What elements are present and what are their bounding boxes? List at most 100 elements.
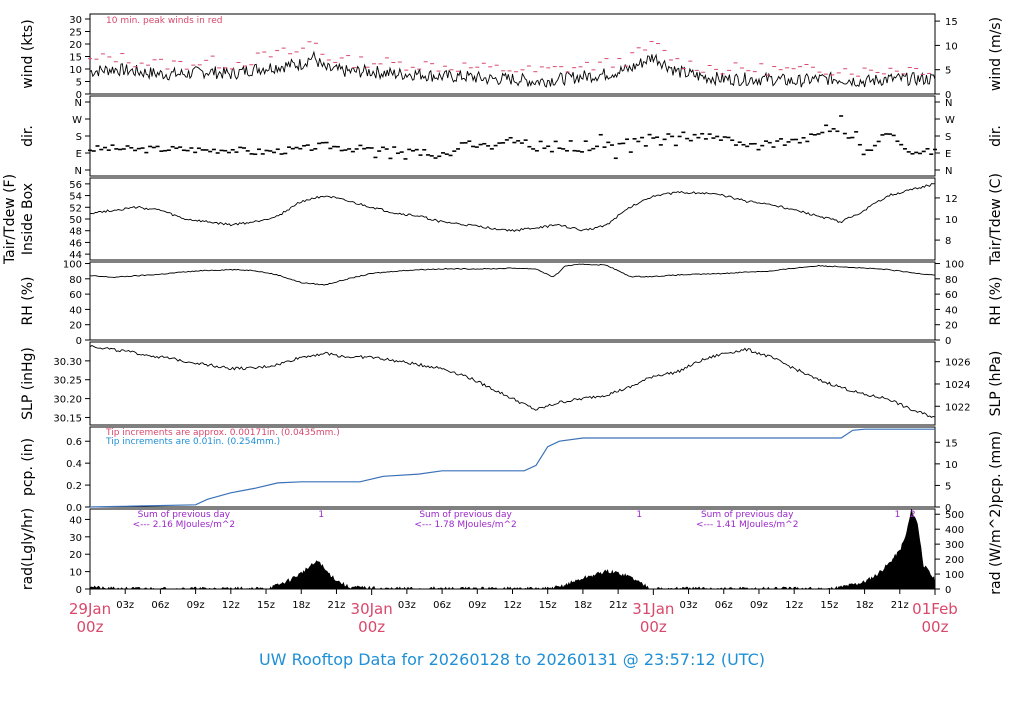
ytick-label: 5 bbox=[945, 481, 951, 492]
ytick-label: 10 bbox=[945, 460, 958, 471]
ytick-label: 0 bbox=[76, 336, 82, 347]
ytick-label: 40 bbox=[69, 305, 82, 316]
panel-frame bbox=[89, 341, 936, 426]
xtick-label: 12z bbox=[504, 600, 522, 611]
ytick-label: 0 bbox=[945, 503, 951, 514]
pcp-note-red: Tip increments are approx. 0.00171in. (0… bbox=[105, 428, 340, 438]
panel-pcp: pcp. (in) pcp. (mm) 0.0 0.2 0.4 0.6 0 5 10 15 Tip … bbox=[20, 426, 1004, 514]
ytick-label: 1024 bbox=[945, 380, 970, 391]
panel-frame bbox=[89, 95, 936, 177]
ytick-label: 100 bbox=[63, 260, 82, 271]
ytick-label: 0 bbox=[945, 585, 951, 596]
temp-ylabel-left2: Inside Box bbox=[20, 183, 36, 255]
rad-ylabel-left: rad(Lgly/hr) bbox=[20, 508, 36, 590]
ytick-label: N bbox=[75, 98, 82, 109]
panel-frame bbox=[89, 13, 936, 95]
ytick-label: 30 bbox=[69, 533, 82, 544]
ytick-label: 12 bbox=[945, 194, 958, 205]
ytick-label: 5 bbox=[76, 78, 82, 89]
ytick-label: 54 bbox=[69, 192, 82, 203]
slp-line bbox=[89, 344, 936, 418]
ytick-label: 40 bbox=[69, 515, 82, 526]
xtick-label: 15z bbox=[820, 600, 838, 611]
day-sublabel: 00z bbox=[77, 618, 104, 636]
ytick-label: 30.25 bbox=[53, 376, 82, 387]
ytick-label: 48 bbox=[69, 227, 82, 238]
ytick-label: 100 bbox=[945, 260, 964, 271]
ytick-label: 10 bbox=[945, 41, 958, 52]
rad-marker: 1 bbox=[636, 510, 642, 520]
xtick-label: 15z bbox=[539, 600, 557, 611]
slp-ylabel-right: SLP (hPa) bbox=[988, 351, 1004, 417]
xtick-label: 21z bbox=[327, 600, 345, 611]
ytick-label: 10 bbox=[945, 215, 958, 226]
xtick-label: 06z bbox=[433, 600, 451, 611]
rad-note-line1: Sum of previous day bbox=[419, 510, 512, 520]
dir-ylabel-left: dir. bbox=[20, 125, 36, 147]
xtick-label: 12z bbox=[785, 600, 803, 611]
ytick-label: 50 bbox=[69, 215, 82, 226]
ytick-label: S bbox=[76, 132, 82, 143]
rad-note-line1: Sum of previous day bbox=[138, 510, 231, 520]
xtick-label: 12z bbox=[222, 600, 240, 611]
ytick-label: N bbox=[75, 166, 82, 177]
rad-note-line2: <--- 1.41 MJoules/m^2 bbox=[696, 520, 798, 530]
ytick-label: 30.20 bbox=[53, 395, 82, 406]
temp-line bbox=[89, 183, 936, 232]
rad-note-line2: <--- 1.78 MJoules/m^2 bbox=[414, 520, 516, 530]
ytick-label: 400 bbox=[945, 525, 964, 536]
ytick-label: 15 bbox=[945, 438, 958, 449]
ytick-label: 0.0 bbox=[66, 503, 82, 514]
rh-line bbox=[89, 263, 936, 286]
wind-annotation: 10 min. peak winds in red bbox=[106, 16, 223, 26]
rh-ylabel-right: RH (%) bbox=[988, 277, 1004, 326]
day-label: 31Jan bbox=[632, 600, 674, 618]
ytick-label: 200 bbox=[945, 555, 964, 566]
wind-speed-line bbox=[89, 50, 936, 88]
day-sublabel: 00z bbox=[640, 618, 667, 636]
pcp-note-blue: Tip increments are 0.01in. (0.254mm.) bbox=[105, 437, 280, 447]
wind-ylabel-right: wind (m/s) bbox=[988, 17, 1004, 91]
xtick-label: 21z bbox=[609, 600, 627, 611]
pcp-ylabel-left: pcp. (in) bbox=[20, 438, 36, 496]
panel-rh: RH (%) RH (%) 0 20 40 60 80 100 0 20 40 60 80 100 bbox=[20, 260, 1004, 347]
panel-rad: rad(Lgly/hr) rad (W/m^2)01020304001002003… bbox=[20, 503, 1004, 596]
ytick-label: 0 bbox=[945, 336, 951, 347]
day-label: 29Jan bbox=[69, 600, 111, 618]
ytick-label: 300 bbox=[945, 540, 964, 551]
ytick-label: 10 bbox=[69, 568, 82, 579]
ytick-label: N bbox=[945, 166, 952, 177]
ytick-label: 80 bbox=[945, 275, 958, 286]
day-label: 01Feb bbox=[912, 600, 958, 618]
ytick-label: 0 bbox=[76, 90, 82, 101]
wind-ylabel-left: wind (kts) bbox=[20, 19, 36, 88]
pcp-line bbox=[89, 428, 935, 508]
ytick-label: 60 bbox=[945, 290, 958, 301]
temp-ylabel-right: Tair/Tdew (C) bbox=[988, 173, 1004, 266]
panel-frame bbox=[89, 177, 936, 261]
ytick-label: 80 bbox=[69, 275, 82, 286]
ytick-label: E bbox=[76, 149, 82, 160]
ytick-label: 0 bbox=[945, 90, 951, 101]
xtick-label: 06z bbox=[151, 600, 169, 611]
ytick-label: 500 bbox=[945, 510, 964, 521]
ytick-label: 46 bbox=[69, 238, 82, 249]
xtick-label: 03z bbox=[116, 600, 134, 611]
ytick-label: S bbox=[945, 132, 951, 143]
xtick-label: 03z bbox=[398, 600, 416, 611]
panel-wind: wind (kts) wind (m/s)05101520253005101510… bbox=[20, 13, 1004, 101]
ytick-label: 52 bbox=[69, 203, 82, 214]
ytick-label: 5 bbox=[945, 66, 951, 77]
ytick-label: 1022 bbox=[945, 402, 970, 413]
rad-note-line1: Sum of previous day bbox=[701, 510, 794, 520]
ytick-label: 44 bbox=[69, 250, 82, 261]
rad-marker: 2 bbox=[910, 510, 916, 520]
xtick-label: 09z bbox=[468, 600, 486, 611]
rad-marker: 1 bbox=[895, 510, 901, 520]
xtick-label: 15z bbox=[257, 600, 275, 611]
xtick-label: 21z bbox=[891, 600, 909, 611]
xtick-label: 03z bbox=[680, 600, 698, 611]
dir-ylabel-right: dir. bbox=[988, 125, 1004, 147]
